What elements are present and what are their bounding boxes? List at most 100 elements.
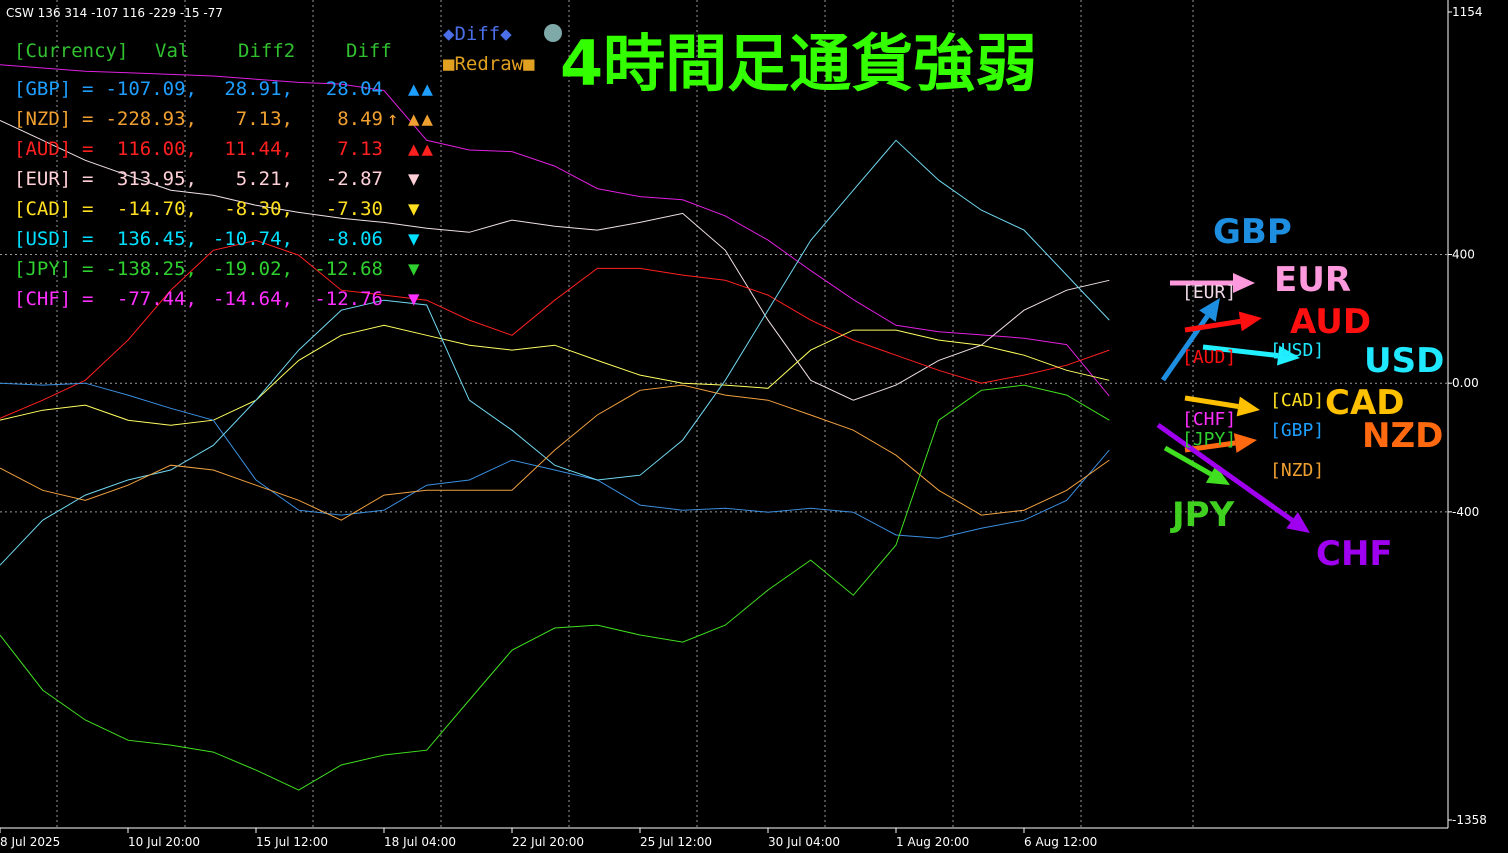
x-tick-label: 30 Jul 04:00: [768, 835, 840, 849]
table-cell: -12.68: [314, 258, 383, 280]
table-cell: [CHF]: [14, 288, 71, 310]
table-flags: ▼: [408, 228, 421, 250]
overlay-arrow-head: [1277, 345, 1300, 366]
series-line: [0, 384, 1110, 791]
table-cell: -2.87: [326, 168, 383, 190]
overlay-arrow: [1184, 318, 1241, 333]
table-cell: [CAD]: [14, 198, 71, 220]
y-tick-label: -400: [1452, 505, 1479, 519]
table-cell: 313.95,: [117, 168, 197, 190]
x-tick-label: 15 Jul 12:00: [256, 835, 328, 849]
table-cell: -14.70,: [117, 198, 197, 220]
currency-tag: [NZD]: [1270, 460, 1324, 481]
title: 4時間足通貨強弱: [560, 27, 1037, 100]
currency-label: GBP: [1213, 212, 1292, 252]
table-arrow: ↑: [387, 108, 398, 130]
x-tick-label: 6 Aug 12:00: [1024, 835, 1097, 849]
table-cell: -12.76: [314, 288, 383, 310]
x-tick-label: 1 Aug 20:00: [896, 835, 969, 849]
table-cell: 11.44,: [224, 138, 293, 160]
currency-label: EUR: [1274, 260, 1351, 300]
table-cell: -107.09,: [105, 78, 197, 100]
y-tick-label: 400: [1452, 248, 1475, 262]
y-tick-label: -1358: [1452, 813, 1487, 827]
overlay-arrow: [1156, 422, 1294, 523]
table-header: Diff2: [238, 40, 295, 62]
currency-label: JPY: [1170, 495, 1235, 535]
currency-tag: [GBP]: [1270, 420, 1324, 441]
table-cell: -138.25,: [105, 258, 197, 280]
table-cell: -8.06: [326, 228, 383, 250]
series-line: [0, 139, 1110, 566]
table-cell: =: [82, 258, 93, 280]
table-cell: -77.44,: [117, 288, 197, 310]
table-flags: ▼: [408, 258, 421, 280]
table-cell: -228.93,: [105, 108, 197, 130]
status: CSW 136 314 -107 116 -229 -15 -77: [6, 6, 223, 20]
table-cell: =: [82, 198, 93, 220]
x-tick-label: 18 Jul 04:00: [384, 835, 456, 849]
x-tick-label: 8 Jul 2025: [0, 835, 60, 849]
overlay-arrow-head: [1205, 465, 1230, 485]
currency-tag: [EUR]: [1182, 282, 1236, 303]
table-cell: 7.13: [337, 138, 383, 160]
table-cell: =: [82, 228, 93, 250]
table-cell: =: [82, 288, 93, 310]
table-header: [Currency]: [14, 40, 128, 62]
series-line: [0, 382, 1110, 539]
overlay-arrow-head: [1286, 512, 1310, 533]
table-flags: ▲▲: [408, 108, 435, 130]
currency-label: CHF: [1316, 534, 1393, 574]
overlay-arrow-head: [1199, 298, 1220, 322]
table-cell: -7.30: [326, 198, 383, 220]
table-cell: [JPY]: [14, 258, 71, 280]
table-cell: =: [82, 108, 93, 130]
x-tick-label: 10 Jul 20:00: [128, 835, 200, 849]
table-flags: ▼: [408, 288, 421, 310]
currency-label: CAD: [1325, 383, 1405, 423]
series-line: [0, 324, 1110, 426]
overlay-arrow-head: [1236, 396, 1260, 417]
currency-label: NZD: [1362, 416, 1443, 456]
table-cell: 8.49: [337, 108, 383, 130]
table-cell: [USD]: [14, 228, 71, 250]
table-cell: 116.00,: [117, 138, 197, 160]
table-cell: 5.21,: [236, 168, 293, 190]
table-cell: =: [82, 168, 93, 190]
table-cell: 28.91,: [224, 78, 293, 100]
table-cell: [NZD]: [14, 108, 71, 130]
diff-button[interactable]: ◆Diff◆: [443, 23, 512, 45]
table-cell: -19.02,: [213, 258, 293, 280]
table-cell: 136.45,: [117, 228, 197, 250]
table-flags: ▲▲: [408, 138, 435, 160]
table-header: Val: [155, 40, 189, 62]
diff-indicator: [544, 24, 562, 42]
overlay-arrow: [1202, 344, 1279, 359]
table-flags: ▼: [408, 168, 421, 190]
redraw-button[interactable]: ■Redraw■: [443, 53, 535, 75]
table-header: Diff: [346, 40, 392, 62]
y-tick-label: 1154: [1452, 5, 1483, 19]
table-cell: [AUD]: [14, 138, 71, 160]
currency-tag: [AUD]: [1182, 347, 1236, 368]
x-tick-label: 25 Jul 12:00: [640, 835, 712, 849]
currency-tag: [JPY]: [1182, 429, 1236, 450]
table-cell: -14.64,: [213, 288, 293, 310]
table-cell: =: [82, 78, 93, 100]
overlay: CSW 136 314 -107 116 -229 -15 -77 ◆Diff◆…: [6, 6, 1444, 574]
overlay-arrow: [1184, 395, 1239, 409]
overlay-arrow-head: [1233, 433, 1257, 453]
table-cell: -10.74,: [213, 228, 293, 250]
currency-label: AUD: [1290, 302, 1371, 342]
table-cell: 28.04: [326, 78, 383, 100]
currency-tag: [USD]: [1270, 340, 1324, 361]
x-tick-label: 22 Jul 20:00: [512, 835, 584, 849]
currency-label: USD: [1364, 341, 1444, 381]
table-flags: ▲▲: [408, 78, 435, 100]
table-cell: 7.13,: [236, 108, 293, 130]
table-flags: ▼: [408, 198, 421, 220]
table-cell: -8.30,: [224, 198, 293, 220]
